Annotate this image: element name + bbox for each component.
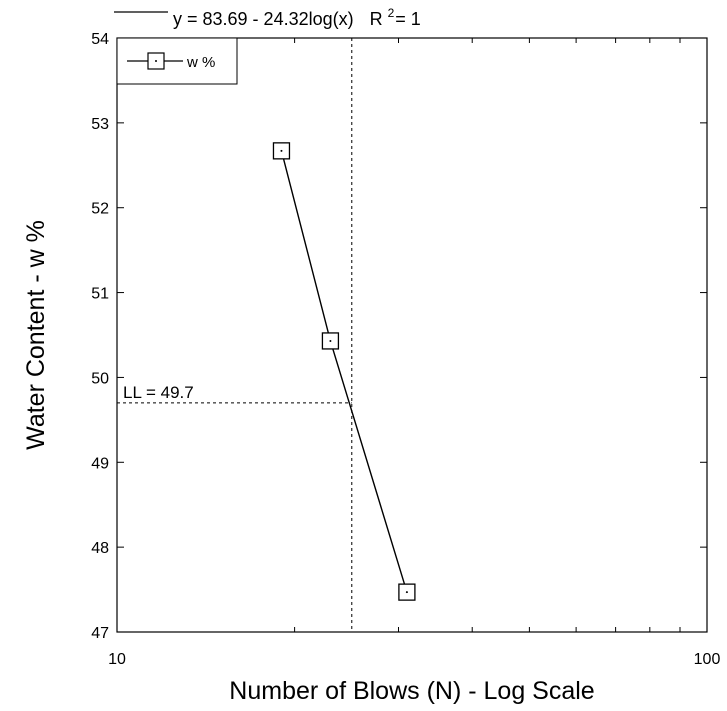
r-squared-superscript: 2 [388,6,395,20]
y-tick-label: 51 [91,286,109,303]
liquid-limit-label: LL = 49.7 [123,383,194,402]
tick-labels: 47 48 49 50 51 52 53 54 10 100 [91,31,720,668]
x-tick-label: 10 [108,651,126,668]
x-tick-label: 100 [694,651,721,668]
data-point-dot [405,591,408,594]
y-tick-label: 48 [91,540,109,557]
data-point-dot [329,339,332,342]
y-tick-label: 54 [91,31,109,48]
r-squared-value: = 1 [395,9,421,29]
y-tick-label: 50 [91,370,109,387]
y-tick-label: 53 [91,116,109,133]
data-series [272,142,416,601]
x-axis-title: Number of Blows (N) - Log Scale [229,677,594,705]
plot-frame [116,37,708,633]
data-point-dot [280,149,283,152]
r-squared-label: R [370,9,383,29]
y-tick-label: 49 [91,455,109,472]
reference-lines [117,38,353,632]
legend-label: w % [186,54,215,71]
legend: w % [116,37,238,85]
y-tick-label: 52 [91,201,109,218]
legend-marker-dot [155,60,157,62]
y-tick-label: 47 [91,625,109,642]
series-line [280,150,408,593]
fit-equation: y = 83.69 - 24.32log(x) R 2 = 1 [114,6,421,29]
y-axis-title: Water Content - w % [22,220,50,450]
fit-equation-text: y = 83.69 - 24.32log(x) [173,9,354,29]
axis-ticks [116,37,708,633]
